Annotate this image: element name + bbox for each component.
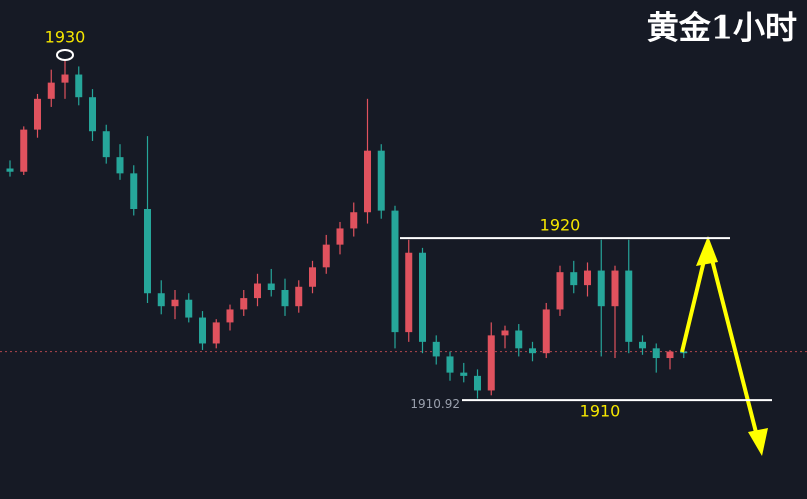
- candle-body: [460, 372, 468, 376]
- candle-body: [212, 322, 220, 344]
- peak-label: 1930: [45, 27, 86, 46]
- candle-body: [34, 98, 41, 130]
- low-label: 1910.92: [410, 397, 460, 411]
- candle-body: [281, 290, 289, 307]
- chart-title: 黄金1小时: [647, 9, 797, 47]
- candle-body: [267, 283, 275, 291]
- candle-body: [419, 252, 426, 342]
- candle-body: [570, 272, 578, 286]
- arrow-head-down: [748, 428, 768, 456]
- candle-body: [102, 131, 110, 158]
- candle-body: [240, 298, 248, 310]
- candle-body: [144, 208, 151, 294]
- candle-body: [350, 212, 358, 229]
- candle-body: [474, 375, 481, 391]
- candle-body: [47, 82, 55, 99]
- candle-body: [89, 97, 96, 132]
- candle-body: [584, 270, 591, 286]
- candle-body: [309, 267, 316, 287]
- candle-body: [6, 168, 14, 172]
- candle-body: [322, 244, 330, 268]
- candles: [0, 59, 807, 399]
- candle-body: [20, 129, 28, 172]
- candle-body: [171, 299, 179, 307]
- candle-body: [157, 293, 165, 307]
- candle-body: [405, 252, 413, 333]
- candle-body: [556, 272, 564, 310]
- candle-body: [185, 299, 193, 318]
- candle-body: [501, 330, 509, 336]
- candle-body: [611, 270, 619, 307]
- level-label: 1920: [540, 216, 581, 235]
- candle-body: [487, 335, 495, 391]
- candle-body: [61, 74, 69, 83]
- candle-body: [639, 341, 646, 349]
- candle-body: [625, 270, 633, 342]
- candle-body: [336, 228, 344, 245]
- candle-body: [364, 150, 371, 213]
- candle-body: [542, 309, 550, 354]
- candle-body: [515, 330, 523, 349]
- candle-body: [226, 309, 234, 323]
- candle-body: [295, 286, 303, 307]
- arrow-head-up: [696, 236, 718, 266]
- candle-body: [446, 356, 454, 373]
- candle-body: [432, 341, 440, 357]
- candle-body: [199, 317, 206, 344]
- candle-body: [377, 150, 385, 211]
- candle-body: [391, 210, 399, 333]
- peak-circle: [56, 48, 74, 61]
- candle-body: [666, 351, 674, 359]
- candle-body: [116, 157, 124, 174]
- candle-body: [597, 270, 605, 307]
- candle-body: [529, 348, 536, 354]
- candle-body: [75, 74, 83, 98]
- candle-body: [254, 283, 261, 299]
- candle-body: [130, 173, 138, 209]
- candle-body: [652, 348, 660, 359]
- level-label: 1910: [580, 402, 621, 421]
